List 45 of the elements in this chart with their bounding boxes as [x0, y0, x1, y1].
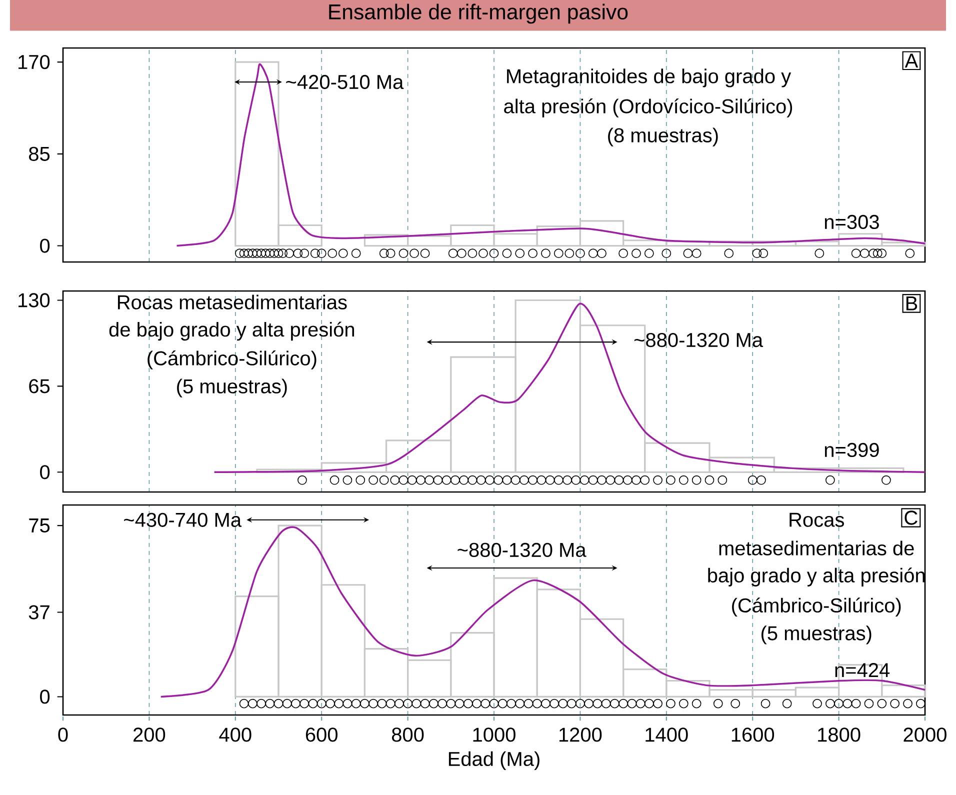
y-tick-label: 130: [18, 293, 50, 308]
x-tick-label: 0: [58, 728, 68, 742]
y-tick-label: 75: [29, 518, 50, 533]
x-axis-title: Edad (Ma): [448, 751, 540, 770]
annotation: n=303: [824, 214, 879, 230]
x-tick-label: 1600: [732, 728, 774, 742]
annotation: (5 muestras): [177, 378, 287, 398]
y-tick-label: 85: [29, 146, 50, 161]
annotation: bajo grado y alta presión: [708, 568, 925, 586]
x-tick-label: 600: [306, 728, 338, 742]
annotation: Metagranitoides de bajo grado y: [507, 68, 792, 88]
x-tick-label: 800: [392, 728, 424, 742]
annotation: C: [904, 510, 918, 525]
annotation: B: [906, 296, 918, 310]
y-tick-label: 0: [40, 690, 50, 704]
annotation: ~880-1320 Ma: [458, 542, 586, 558]
annotation: alta presión (Ordovícico-Silúrico): [504, 98, 792, 118]
y-tick-label: 0: [40, 238, 50, 253]
x-tick-label: 1800: [818, 728, 860, 742]
chart-title: Ensamble de rift-margen pasivo: [329, 4, 628, 24]
x-tick-label: 1200: [559, 728, 602, 742]
x-tick-label: 400: [219, 728, 252, 742]
annotation: (8 muestras): [608, 128, 718, 146]
x-tick-label: 1000: [473, 728, 516, 742]
x-tick-label: 1400: [646, 728, 688, 742]
y-tick-label: 65: [29, 379, 50, 394]
x-tick-label: 200: [134, 728, 166, 742]
annotation: metasedimentarias de: [719, 540, 914, 556]
annotation: A: [904, 54, 918, 68]
annotation: (Cámbrico-Silúrico): [148, 350, 316, 370]
annotation: Rocas metasedimentarias: [118, 294, 347, 310]
annotation: ~420-510 Ma: [286, 74, 404, 90]
annotation: Rocas: [790, 512, 844, 527]
x-tick-label: 2000: [904, 728, 946, 742]
annotation: ~880-1320 Ma: [634, 332, 764, 348]
y-tick-label: 37: [28, 605, 50, 620]
annotation: n=424: [835, 663, 890, 678]
annotation: ~430-740 Ma: [124, 512, 242, 527]
annotation: n=399: [824, 442, 879, 458]
annotation: (Cámbrico-Silúrico): [732, 598, 901, 616]
annotation: (5 muestras): [762, 626, 872, 644]
annotation: de bajo grado y alta presión: [109, 322, 354, 341]
line-series: [160, 526, 926, 698]
y-tick-label: 0: [40, 465, 50, 480]
y-tick-label: 170: [18, 54, 50, 70]
